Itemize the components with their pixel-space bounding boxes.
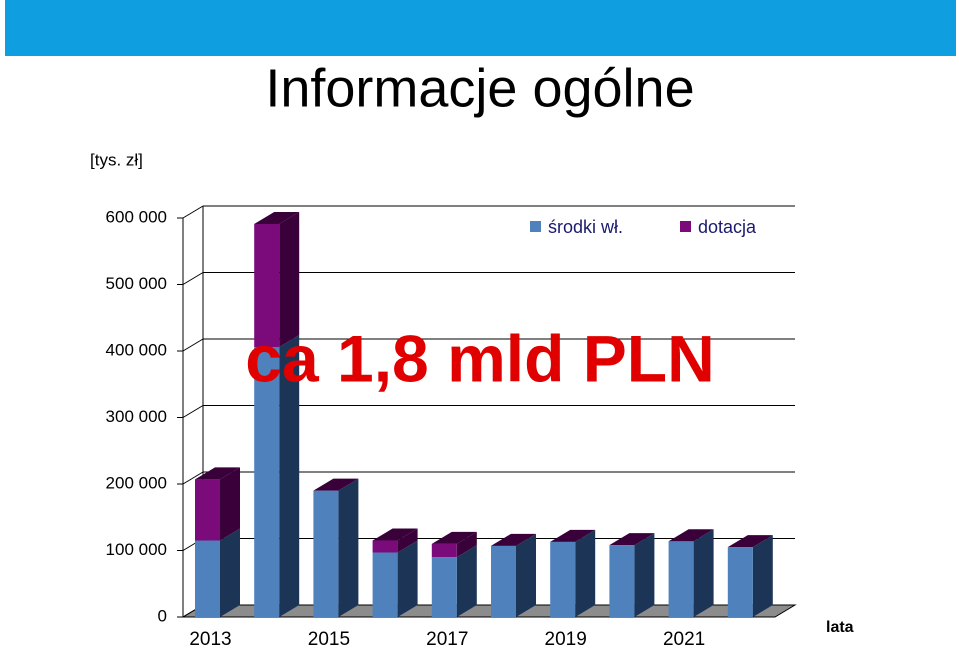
x-tick-label: 2017 — [426, 629, 468, 650]
y-tick-label: 0 — [158, 606, 167, 625]
bar — [491, 545, 516, 617]
bar — [431, 557, 457, 617]
bar-side — [693, 529, 714, 617]
bar — [668, 541, 694, 617]
slide-title: Informacje ogólne — [265, 58, 694, 118]
bar-side — [634, 533, 655, 617]
y-tick-label: 500 000 — [106, 274, 167, 293]
bar-top — [668, 529, 714, 542]
bar-top — [313, 478, 359, 491]
y-tick-label: 100 000 — [106, 540, 167, 559]
bar-top — [254, 211, 300, 224]
x-tick-label: 2013 — [189, 629, 231, 650]
y-tick-label: 200 000 — [106, 473, 167, 492]
header-band — [5, 0, 956, 56]
bar-side — [752, 535, 773, 617]
bar-top — [372, 528, 418, 541]
annotation: ca 1,8 mld PLN — [245, 321, 715, 395]
x-tick-label: 2015 — [308, 629, 350, 650]
bar — [372, 552, 398, 617]
grid-diagonal — [182, 205, 204, 219]
bar — [195, 540, 220, 617]
bar-side — [279, 211, 300, 348]
grid-diagonal — [182, 471, 204, 485]
bar-top — [727, 535, 773, 548]
bar-side — [220, 467, 240, 541]
bar-top — [195, 467, 240, 480]
bar — [431, 543, 457, 558]
x-axis-label: lata — [826, 619, 854, 636]
grid-diagonal — [182, 405, 204, 418]
bar-top — [491, 533, 536, 546]
bar — [550, 541, 576, 617]
bar-side — [397, 528, 418, 553]
bar — [727, 547, 753, 617]
bar-side — [575, 529, 596, 617]
bar — [254, 347, 280, 617]
x-tick-label: 2019 — [545, 629, 587, 650]
bar-side — [279, 335, 300, 617]
grid-diagonal — [182, 272, 204, 285]
bar-top — [550, 529, 596, 542]
bar-top — [431, 531, 477, 544]
y-tick-label: 300 000 — [106, 407, 167, 426]
bar — [609, 545, 635, 617]
bar-side — [397, 540, 418, 617]
y-tick-label: 400 000 — [106, 340, 167, 359]
legend-swatch — [680, 221, 691, 232]
grid-diagonal — [182, 338, 204, 352]
bar-top — [609, 533, 655, 546]
bar-side — [220, 528, 240, 617]
bar — [195, 479, 220, 541]
x-tick-label: 2021 — [663, 629, 705, 650]
bar — [372, 540, 398, 553]
legend-swatch — [530, 221, 541, 232]
bar-side — [456, 531, 477, 558]
y-tick-label: 600 000 — [106, 207, 167, 226]
bar-side — [338, 478, 359, 617]
y-axis-unit: [tys. zł] — [90, 150, 143, 169]
bar — [313, 490, 339, 617]
legend-label: dotacja — [698, 217, 757, 237]
bar-side — [456, 545, 477, 617]
legend-label: środki wł. — [548, 217, 623, 237]
bar-side — [516, 533, 536, 617]
bar — [254, 223, 280, 348]
